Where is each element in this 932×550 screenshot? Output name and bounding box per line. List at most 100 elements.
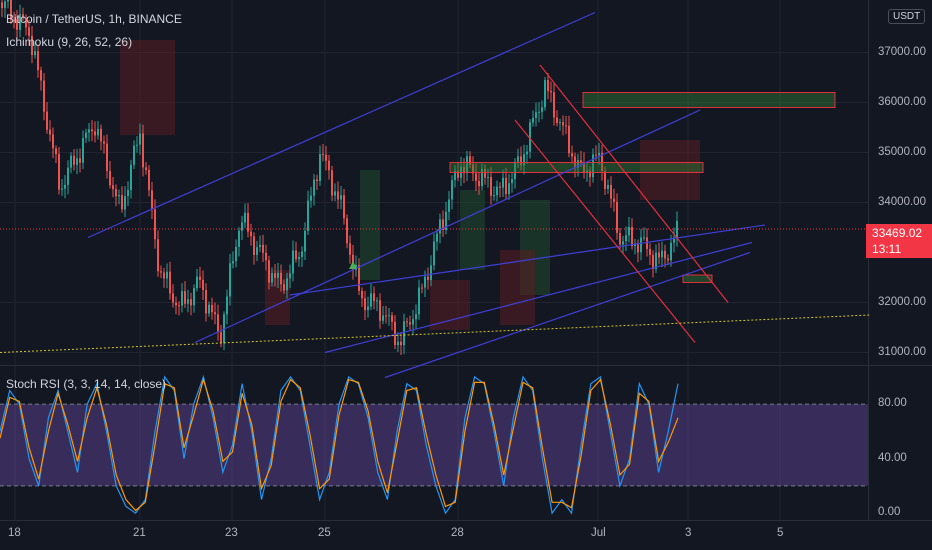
candle-body: [583, 162, 585, 173]
candle-body: [196, 276, 198, 289]
candle-body: [400, 341, 402, 346]
candle-body: [262, 244, 264, 253]
candle-body: [661, 250, 663, 258]
candle-body: [646, 237, 648, 249]
candle-body: [52, 134, 54, 149]
candle-body: [376, 300, 378, 302]
symbol-title[interactable]: Bitcoin / TetherUS, 1h, BINANCE: [6, 12, 182, 26]
candle-body: [142, 133, 144, 168]
candle-body: [523, 154, 525, 166]
candle-body: [415, 314, 417, 320]
ichimoku-cloud: [430, 280, 470, 330]
candle-body: [277, 272, 279, 278]
candle-body: [559, 122, 561, 124]
candle-body: [259, 244, 261, 248]
candle-body: [43, 80, 45, 112]
candle-body: [505, 177, 507, 195]
candle-body: [496, 186, 498, 196]
candle-body: [409, 322, 411, 325]
stoch-d-line: [0, 377, 679, 512]
candle-body: [388, 315, 390, 317]
candle-body: [328, 160, 330, 171]
candle-body: [232, 261, 234, 264]
candle-body: [535, 112, 537, 118]
candle-body: [139, 133, 141, 145]
candle-body: [484, 168, 486, 178]
candle-body: [163, 272, 165, 279]
candle-body: [250, 231, 252, 237]
candle-body: [70, 155, 72, 168]
candle-body: [550, 91, 552, 93]
candle-body: [397, 341, 399, 346]
candle-body: [382, 315, 384, 321]
ichimoku-cloud: [640, 140, 700, 200]
candle-body: [13, 19, 15, 21]
candle-body: [298, 257, 300, 260]
ascending-channel-line: [87, 11, 596, 239]
stoch-rsi-band: [0, 404, 868, 486]
candle-body: [205, 290, 207, 314]
candle-body: [28, 27, 30, 36]
ichimoku-cloud: [460, 190, 485, 270]
candle-body: [472, 164, 474, 174]
candle-body: [508, 183, 510, 195]
candle-body: [514, 161, 516, 180]
candle-body: [340, 195, 342, 200]
candle-body: [133, 145, 135, 165]
candle-body: [463, 166, 465, 174]
time-axis-label: Jul: [591, 527, 606, 539]
candle-body: [55, 148, 57, 155]
stoch-rsi-indicator-label[interactable]: Stoch RSI (3, 3, 14, 14, close): [6, 377, 167, 391]
candle-body: [118, 195, 120, 197]
stoch-axis-label: 80.00: [878, 397, 907, 410]
candle-body: [373, 293, 375, 302]
time-axis-label: 25: [318, 527, 331, 539]
candle-body: [391, 315, 393, 322]
candle-body: [466, 156, 468, 174]
candle-body: [106, 143, 108, 172]
currency-button[interactable]: USDT: [888, 9, 926, 24]
candle-body: [589, 170, 591, 178]
candle-body: [289, 273, 291, 279]
candle-body: [331, 170, 333, 196]
candle-body: [529, 122, 531, 152]
candle-body: [193, 288, 195, 306]
support-zone: [682, 274, 713, 283]
candle-body: [628, 227, 630, 236]
candle-body: [244, 212, 246, 223]
candle-body: [127, 189, 129, 197]
candle-body: [457, 170, 459, 178]
candle-body: [130, 164, 132, 190]
candle-body: [349, 243, 351, 255]
bar-countdown: 13:11: [872, 242, 902, 256]
candle-body: [307, 200, 309, 231]
candle-body: [214, 312, 216, 315]
candle-body: [316, 179, 318, 182]
candle-body: [607, 184, 609, 189]
ichimoku-indicator-label[interactable]: Ichimoku (9, 26, 52, 26): [6, 35, 133, 49]
candle-body: [64, 184, 66, 189]
candle-body: [253, 236, 255, 255]
candle-body: [148, 169, 150, 191]
ascending-channel-line: [194, 109, 701, 344]
candle-body: [121, 195, 123, 210]
candle-body: [238, 230, 240, 247]
candle-body: [166, 271, 168, 279]
candle-body: [325, 154, 327, 161]
candle-body: [592, 154, 594, 178]
candle-body: [40, 70, 42, 81]
candle-body: [31, 35, 33, 56]
candle-body: [100, 128, 102, 142]
candle-body: [502, 177, 504, 188]
time-axis-label: 5: [777, 527, 784, 539]
ichimoku-cloud: [360, 170, 380, 280]
candle-body: [436, 233, 438, 242]
candle-body: [172, 293, 174, 303]
candle-body: [664, 250, 666, 259]
candle-body: [310, 195, 312, 201]
candle-body: [199, 276, 201, 280]
candle-body: [178, 305, 180, 307]
candle-body: [292, 250, 294, 274]
candle-body: [136, 144, 138, 146]
